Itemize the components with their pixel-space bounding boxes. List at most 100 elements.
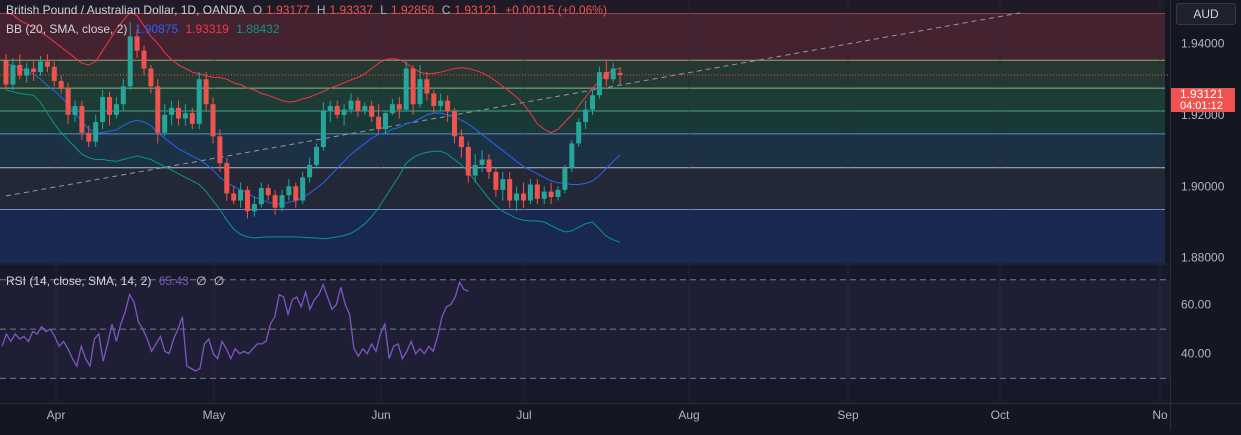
candle-body[interactable] (148, 68, 154, 87)
candle-body[interactable] (583, 109, 589, 123)
candle-body[interactable] (617, 72, 623, 75)
candle-body[interactable] (369, 105, 375, 117)
candle-body[interactable] (155, 86, 161, 133)
bb-upper-line[interactable] (5, 10, 621, 134)
candle-body[interactable] (38, 61, 43, 73)
candle-body[interactable] (376, 116, 382, 130)
candle-body[interactable] (251, 204, 257, 212)
candle-body[interactable] (521, 193, 526, 201)
candle-body[interactable] (107, 97, 112, 115)
candle-body[interactable] (300, 177, 306, 201)
candle-body[interactable] (293, 186, 299, 201)
candle-body[interactable] (176, 107, 181, 119)
candle-body[interactable] (355, 100, 361, 112)
candle-body[interactable] (548, 191, 554, 197)
candle-body[interactable] (493, 172, 499, 190)
candle-body[interactable] (120, 86, 126, 105)
rsi-label[interactable]: RSI (14, close, SMA, 14, 2) (6, 274, 152, 288)
candle-body[interactable] (44, 61, 50, 67)
candle-body[interactable] (58, 81, 64, 89)
candle-body[interactable] (410, 68, 416, 105)
currency-button[interactable]: AUD (1176, 3, 1236, 25)
candle-body[interactable] (465, 147, 471, 176)
candle-body[interactable] (479, 159, 485, 165)
candle-body[interactable] (134, 36, 140, 51)
candle-body[interactable] (272, 195, 278, 208)
candle-body[interactable] (203, 79, 209, 105)
candle-body[interactable] (258, 188, 264, 205)
candle-body[interactable] (217, 136, 223, 164)
candle-body[interactable] (341, 109, 347, 115)
candle-body[interactable] (452, 111, 457, 137)
candle-body[interactable] (51, 66, 57, 82)
candle-body[interactable] (431, 93, 437, 106)
candle-body[interactable] (348, 100, 354, 110)
candle-body[interactable] (603, 72, 609, 80)
candle-body[interactable] (314, 147, 319, 165)
candle-body[interactable] (17, 64, 23, 76)
candle-body[interactable] (396, 104, 402, 110)
bb-basis-line[interactable] (5, 62, 621, 205)
candle-body[interactable] (334, 105, 340, 115)
candle-body[interactable] (562, 168, 568, 190)
candle-body[interactable] (245, 189, 250, 212)
candle-body[interactable] (79, 105, 85, 133)
candle-body[interactable] (555, 189, 561, 197)
candle-body[interactable] (320, 111, 326, 148)
candle-body[interactable] (362, 105, 368, 112)
candle-body[interactable] (31, 68, 37, 73)
candle-body[interactable] (231, 193, 237, 201)
candle-body[interactable] (141, 50, 147, 69)
bb-label[interactable]: BB (20, SMA, close, 2) (6, 22, 128, 36)
candle-body[interactable] (182, 113, 188, 119)
trend-line[interactable] (5, 12, 1021, 197)
candle-body[interactable] (576, 122, 582, 144)
candle-body[interactable] (507, 179, 513, 201)
candle-body[interactable] (72, 105, 78, 115)
candle-body[interactable] (610, 68, 616, 80)
rsi-line[interactable] (1, 280, 469, 372)
candle-body[interactable] (534, 184, 540, 199)
candle-body[interactable] (596, 72, 602, 96)
candle-body[interactable] (93, 122, 99, 142)
candle-body[interactable] (196, 79, 202, 124)
candle-body[interactable] (458, 136, 464, 148)
candle-body[interactable] (472, 164, 478, 176)
symbol-title[interactable]: British Pound / Australian Dollar, 1D, O… (6, 3, 246, 17)
candle-body[interactable] (127, 36, 133, 87)
candle-body[interactable] (162, 114, 168, 133)
candle-body[interactable] (210, 104, 216, 137)
candle-body[interactable] (383, 113, 388, 130)
candle-body[interactable] (424, 79, 430, 94)
candle-body[interactable] (486, 159, 492, 173)
candle-body[interactable] (541, 191, 547, 199)
candle-body[interactable] (3, 60, 9, 85)
candle-body[interactable] (403, 68, 409, 110)
candle-body[interactable] (100, 97, 106, 123)
candle-body[interactable] (527, 184, 533, 201)
candle-body[interactable] (389, 104, 395, 114)
candle-body[interactable] (514, 193, 520, 201)
candle-body[interactable] (500, 179, 506, 190)
candle-body[interactable] (590, 95, 595, 110)
candle-body[interactable] (438, 100, 444, 106)
bb-lower-line[interactable] (5, 89, 621, 243)
candle-body[interactable] (307, 164, 313, 178)
candle-body[interactable] (445, 100, 451, 112)
candle-body[interactable] (113, 104, 119, 115)
candle-body[interactable] (279, 195, 285, 208)
candle-body[interactable] (189, 113, 195, 124)
candle-body[interactable] (569, 143, 575, 169)
candle-body[interactable] (417, 79, 423, 105)
candle-body[interactable] (86, 132, 92, 142)
candle-body[interactable] (238, 189, 244, 201)
candle-body[interactable] (169, 107, 175, 115)
candle-body[interactable] (224, 163, 230, 194)
candle-body[interactable] (327, 105, 333, 112)
candle-body[interactable] (265, 188, 271, 196)
candle-body[interactable] (65, 88, 71, 115)
candle-body[interactable] (286, 186, 292, 196)
candle-body[interactable] (24, 68, 30, 76)
